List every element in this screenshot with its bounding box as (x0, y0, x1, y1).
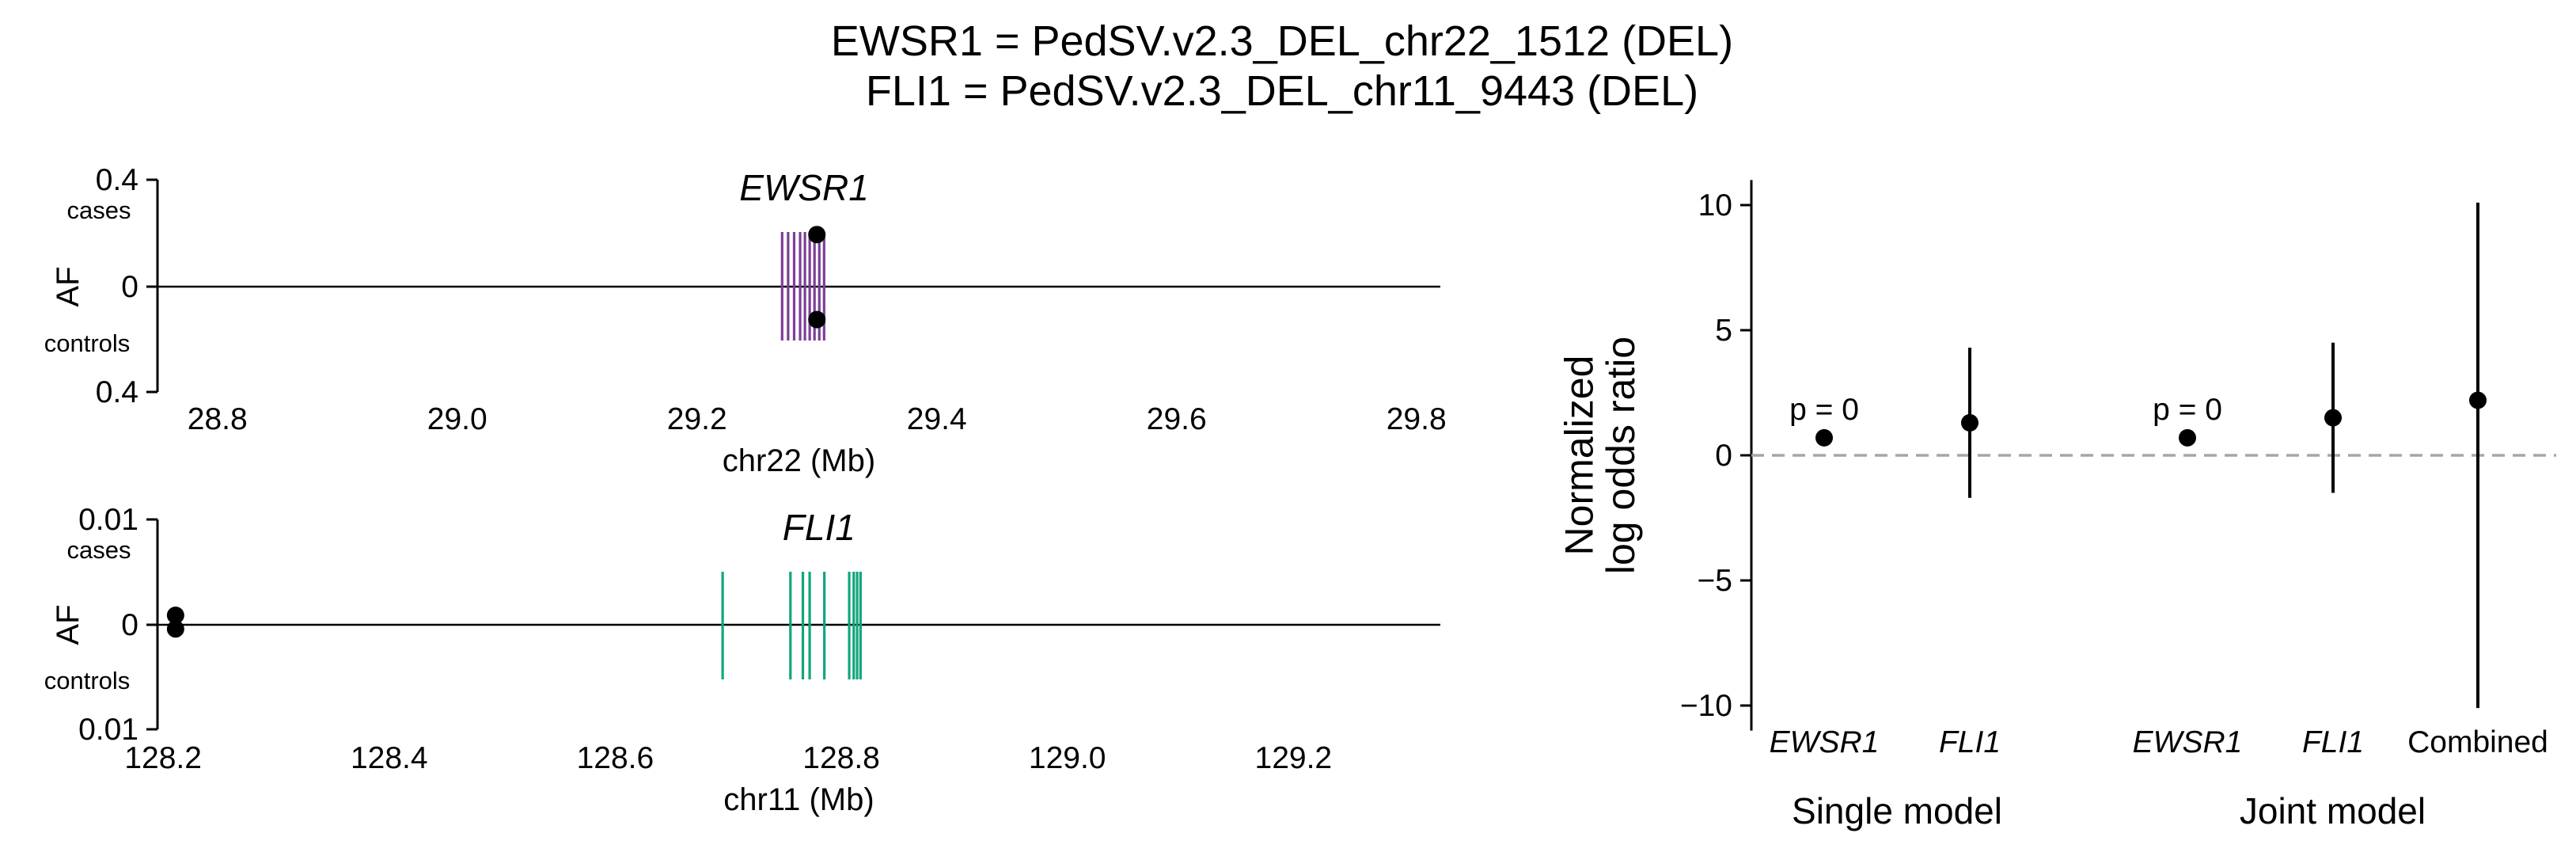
lor-y-tick-label: 10 (1698, 188, 1732, 223)
fli1-exon (789, 572, 792, 679)
fli1-gene-label: FLI1 (783, 507, 856, 548)
lor-y-tick-label: −10 (1680, 689, 1732, 723)
fli1-exon (808, 572, 811, 679)
fli1-x-tick-label: 129.0 (1029, 741, 1106, 775)
lor-group-label-single-model: Single model (1792, 790, 2002, 831)
odds-ratio-panel: −10 −5 0 5 10 Normalizedlog odds ratio p = 0 EW… (1557, 180, 2556, 831)
fli1-x-tick-label: 129.2 (1255, 741, 1333, 775)
lor-single-model-ewsr1-point (1815, 428, 1833, 447)
lor-joint-model-fli1-category-label: FLI1 (2302, 725, 2364, 759)
fli1-y-axis-label: AF (51, 604, 85, 645)
ewsr1-exon (813, 232, 816, 340)
ewsr1-y-tick-label: 0 (121, 270, 138, 304)
lor-y-tick-label: 0 (1715, 439, 1732, 473)
fli1-af-point-cases (166, 607, 184, 625)
lor-joint-model-fli1-point (2324, 409, 2342, 427)
lor-joint-model-combined-category-label: Combined (2407, 725, 2548, 759)
ewsr1-exon (792, 232, 796, 340)
lor-y-axis-label: Normalizedlog odds ratio (1557, 337, 1644, 574)
fli1-controls-label: controls (44, 667, 131, 694)
lor-single-model-fli1-point (1961, 413, 1978, 432)
fli1-exon (801, 572, 805, 679)
ewsr1-exon (808, 232, 811, 340)
lor-joint-model-combined-point (2469, 391, 2487, 409)
ewsr1-x-tick-label: 29.6 (1147, 402, 1207, 436)
ewsr1-y-axis-label: AF (51, 266, 85, 306)
lor-y-tick-label: 5 (1715, 314, 1732, 348)
ewsr1-x-tick-label: 29.8 (1387, 402, 1447, 436)
figure-title-line-2: FLI1 = PedSV.v2.3_DEL_chr11_9443 (DEL) (866, 67, 1698, 115)
fli1-exon (859, 572, 862, 679)
lor-group-label-joint-model: Joint model (2240, 790, 2426, 831)
fli1-y-tick-label: 0.01 (78, 713, 138, 747)
ewsr1-cases-label: cases (67, 196, 131, 224)
lor-y-axis-label-line: log odds ratio (1599, 337, 1643, 574)
fli1-x-axis-label: chr11 (Mb) (723, 782, 874, 817)
ewsr1-exon (818, 232, 821, 340)
fli1-y-tick-label: 0 (121, 608, 138, 642)
lor-single-model-fli1-category-label: FLI1 (1939, 725, 2001, 759)
lor-y-tick-label: −5 (1698, 564, 1732, 598)
fli1-x-tick-label: 128.6 (577, 741, 654, 775)
ewsr1-x-tick-label: 29.4 (907, 402, 967, 436)
fli1-x-tick-label: 128.4 (351, 741, 428, 775)
ewsr1-x-axis-label: chr22 (Mb) (723, 443, 875, 478)
ewsr1-controls-label: controls (44, 329, 131, 357)
ewsr1-exon (799, 232, 802, 340)
fli1-exon (721, 572, 724, 679)
ewsr1-x-tick-label: 28.8 (188, 402, 248, 436)
ewsr1-exon (822, 232, 825, 340)
ewsr1-exon (787, 232, 790, 340)
lor-single-model-ewsr1-annotation: p = 0 (1789, 393, 1859, 427)
fli1-x-tick-label: 128.2 (124, 741, 202, 775)
figure-title-line-1: EWSR1 = PedSV.v2.3_DEL_chr22_1512 (DEL) (831, 17, 1733, 65)
fli1-y-tick-label: 0.01 (78, 503, 138, 537)
fli1-exon (823, 572, 826, 679)
ewsr1-y-tick-label: 0.4 (96, 163, 138, 197)
ewsr1-gene-label: EWSR1 (739, 167, 869, 208)
fli1-exon (848, 572, 851, 679)
ewsr1-af-point-controls (808, 310, 826, 329)
ewsr1-x-tick-label: 29.0 (427, 402, 488, 436)
ewsr1-exon (780, 232, 783, 340)
ewsr1-y-tick-label: 0.4 (96, 375, 138, 409)
lor-y-axis-label-line: Normalized (1557, 356, 1602, 556)
lor-joint-model-ewsr1-annotation: p = 0 (2153, 393, 2222, 427)
fli1-exon (852, 572, 856, 679)
ewsr1-af-point-cases (808, 226, 826, 244)
lor-single-model-ewsr1-category-label: EWSR1 (1770, 725, 1880, 759)
ewsr1-x-tick-label: 29.2 (667, 402, 727, 436)
fli1-cases-label: cases (67, 536, 131, 564)
lor-joint-model-ewsr1-category-label: EWSR1 (2133, 725, 2243, 759)
fli1-exon (856, 572, 859, 679)
fli1-af-point-controls (166, 620, 184, 638)
lor-joint-model-ewsr1-point (2179, 428, 2196, 447)
ewsr1-exon (803, 232, 806, 340)
fli1-x-tick-label: 128.8 (802, 741, 880, 775)
